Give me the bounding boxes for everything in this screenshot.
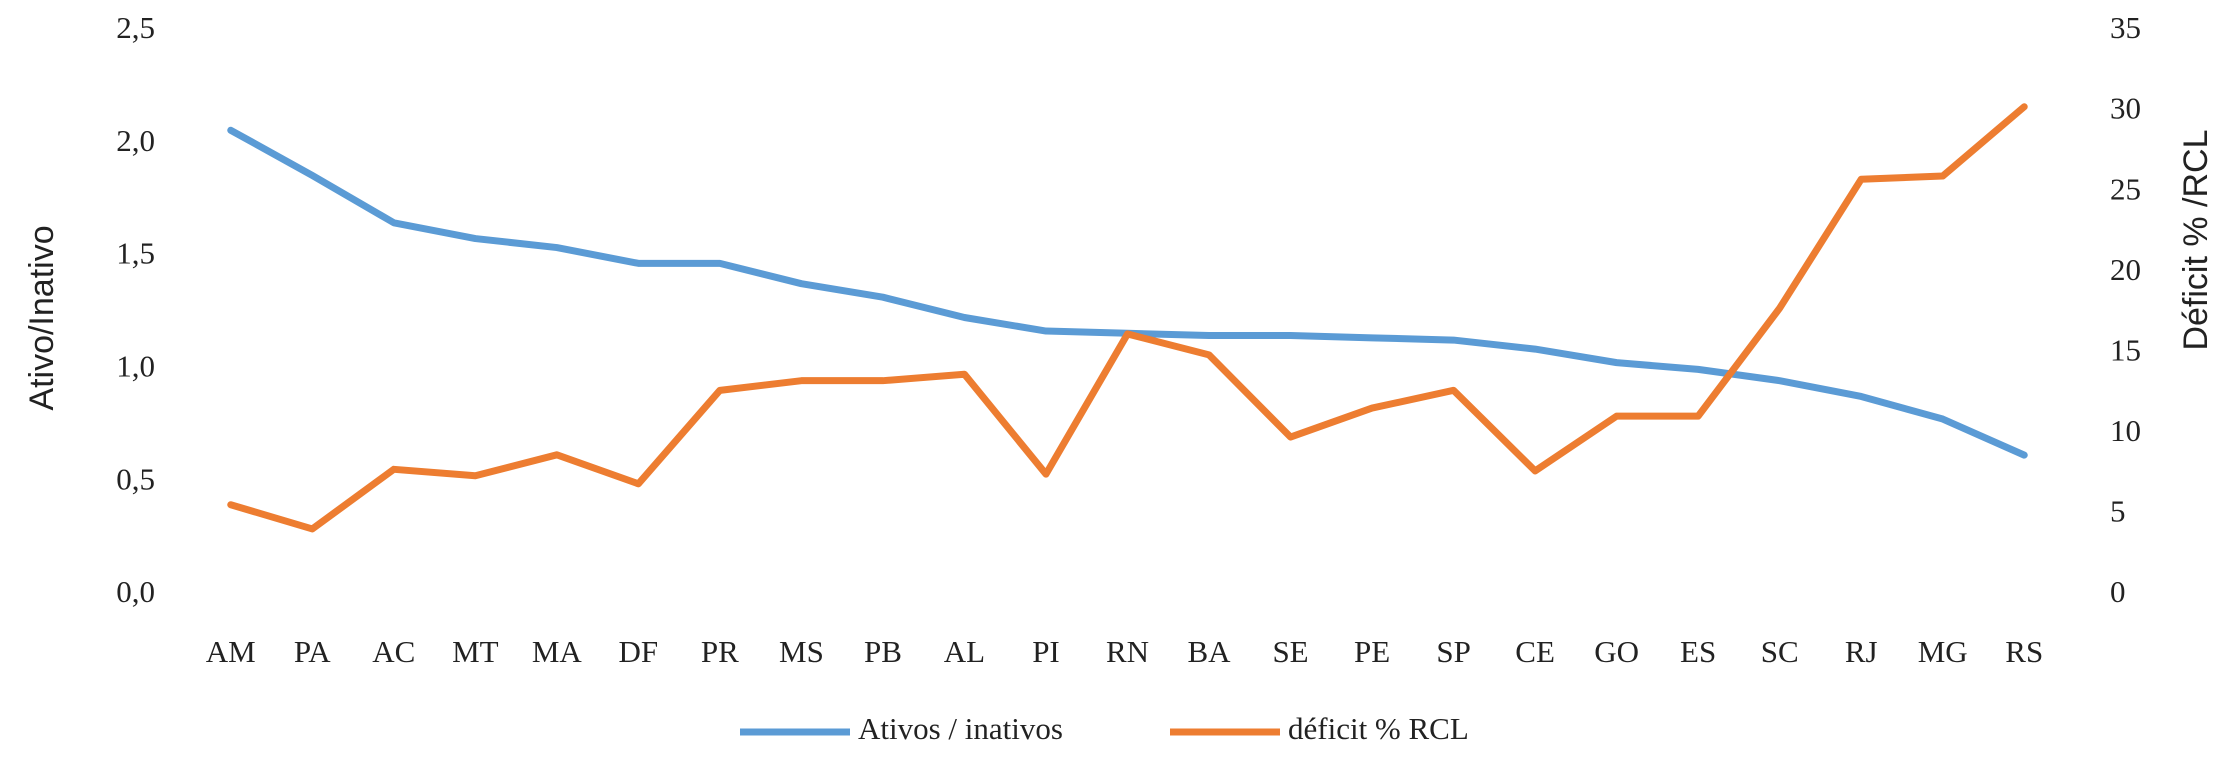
x-tick-label: SP — [1436, 634, 1470, 669]
x-tick-label: RS — [2005, 634, 2043, 669]
x-tick-label: DF — [619, 634, 659, 669]
x-tick-label: AC — [372, 634, 415, 669]
x-tick-label: SE — [1272, 634, 1308, 669]
x-tick-label: PE — [1354, 634, 1390, 669]
x-tick-label: MS — [779, 634, 824, 669]
series-line — [227, 103, 2028, 533]
y2-tick-label: 10 — [2110, 413, 2141, 448]
x-tick-label: MA — [532, 634, 583, 669]
legend-label: déficit % RCL — [1288, 711, 1469, 746]
y2-tick-label: 25 — [2110, 171, 2141, 206]
y2-tick-label: 15 — [2110, 332, 2141, 367]
x-tick-label: AL — [944, 634, 985, 669]
x-tick-label: MT — [452, 634, 499, 669]
y-tick-label: 2,0 — [116, 123, 155, 158]
y2-tick-label: 5 — [2110, 494, 2126, 529]
y2-tick-label: 20 — [2110, 252, 2141, 287]
x-tick-label: RN — [1106, 634, 1149, 669]
y2-axis-label: Déficit % /RCL — [2177, 129, 2215, 350]
y-tick-label: 2,5 — [116, 10, 155, 45]
x-tick-label: MG — [1918, 634, 1968, 669]
y-tick-label: 0,0 — [116, 574, 155, 609]
x-tick-label: PA — [294, 634, 331, 669]
y-tick-label: 0,5 — [116, 461, 155, 496]
x-tick-label: CE — [1515, 634, 1555, 669]
y-tick-label: 1,5 — [116, 236, 155, 271]
x-tick-label: PI — [1032, 634, 1060, 669]
x-tick-label: PB — [864, 634, 902, 669]
y2-tick-label: 30 — [2110, 91, 2141, 126]
y-tick-label: 1,0 — [116, 349, 155, 384]
x-tick-label: BA — [1187, 634, 1231, 669]
legend-label: Ativos / inativos — [858, 711, 1063, 746]
x-tick-label: SC — [1761, 634, 1799, 669]
y-axis-label: Ativo/Inativo — [23, 225, 61, 410]
y2-tick-label: 0 — [2110, 574, 2126, 609]
x-tick-label: ES — [1680, 634, 1716, 669]
x-tick-label: PR — [701, 634, 739, 669]
x-tick-label: GO — [1594, 634, 1639, 669]
x-tick-label: AM — [206, 634, 256, 669]
y2-tick-label: 35 — [2110, 10, 2141, 45]
x-tick-label: RJ — [1845, 634, 1878, 669]
series-line — [227, 126, 2028, 459]
